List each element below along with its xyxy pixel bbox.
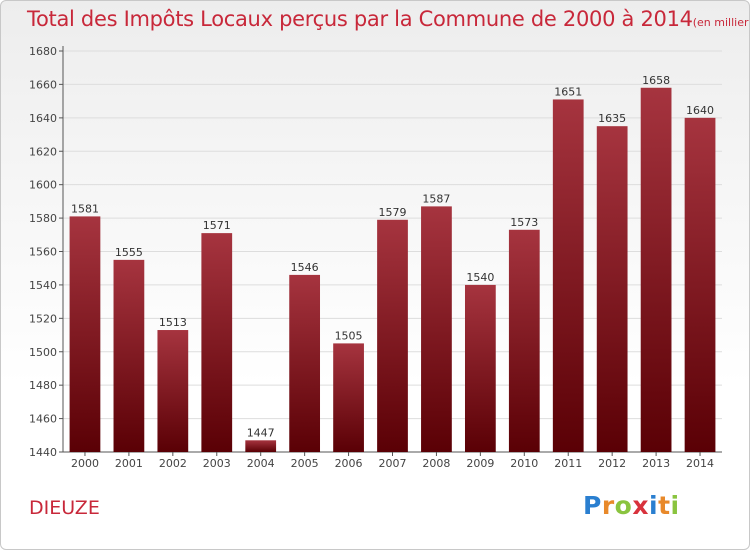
x-tick-label: 2009: [466, 457, 494, 470]
bar: [113, 259, 145, 452]
bar-value-label: 1555: [115, 246, 143, 259]
x-tick-labels: 2000 2001 2002 2003 2004 2005 2006 2007 2008 2009…: [71, 457, 714, 470]
x-tick-label: 2006: [335, 457, 363, 470]
bar-value-label: 1658: [642, 74, 670, 87]
y-tick-label: 1520: [29, 312, 57, 325]
bar-value-label: 1546: [291, 261, 319, 274]
y-tick-label: 1540: [29, 279, 57, 292]
y-tick-label: 1620: [29, 145, 57, 158]
bar-value-label: 1571: [203, 219, 231, 232]
bar-value-label: 1505: [335, 329, 363, 342]
y-tick-labels: 1440 1460 1480 1500 1520 1540 1560 1580 1600 1620…: [29, 45, 57, 459]
y-tick-label: 1580: [29, 212, 57, 225]
bar: [640, 87, 672, 452]
proxiti-logo: Proxiti: [583, 491, 680, 520]
x-tick-label: 2004: [247, 457, 275, 470]
x-tick-label: 2008: [422, 457, 450, 470]
x-tick-label: 2010: [510, 457, 538, 470]
bar-value-label: 1635: [598, 112, 626, 125]
bar-value-label: 1579: [379, 206, 407, 219]
logo-letter: i: [670, 491, 680, 520]
y-tick-label: 1600: [29, 179, 57, 192]
bar: [421, 206, 452, 452]
bar: [508, 229, 540, 452]
x-tick-label: 2000: [71, 457, 99, 470]
y-tick-label: 1440: [29, 446, 57, 459]
chart-title-unit: (en milliers d'€): [692, 16, 749, 29]
y-tick-label: 1640: [29, 112, 57, 125]
logo-letter: t: [658, 491, 671, 520]
bar: [69, 216, 101, 452]
x-tick-label: 2012: [598, 457, 626, 470]
logo-letter: i: [649, 491, 659, 520]
bar-value-label: 1581: [71, 202, 99, 215]
y-tick-label: 1680: [29, 45, 57, 58]
bar-value-label: 1513: [159, 316, 187, 329]
bar: [245, 440, 277, 452]
x-tick-label: 2001: [115, 457, 143, 470]
bar-value-label: 1640: [686, 104, 714, 117]
y-tick-label: 1500: [29, 346, 57, 359]
y-tick-label: 1480: [29, 379, 57, 392]
x-tick-label: 2007: [379, 457, 407, 470]
logo-letter: x: [632, 491, 649, 520]
logo-letter: o: [614, 491, 633, 520]
bar-value-label: 1651: [554, 85, 582, 98]
bar: [552, 99, 584, 453]
x-tick-label: 2003: [203, 457, 231, 470]
bars: [69, 87, 716, 453]
y-tick-label: 1460: [29, 413, 57, 426]
x-tick-label: 2005: [291, 457, 319, 470]
x-tick-label: 2002: [159, 457, 187, 470]
x-tick-label: 2011: [554, 457, 582, 470]
bar: [596, 126, 628, 452]
bar: [333, 343, 364, 452]
bar: [201, 233, 233, 452]
chart-title: Total des Impôts Locaux perçus par la Co…: [27, 7, 749, 31]
x-tick-label: 2014: [686, 457, 714, 470]
y-tick-label: 1560: [29, 246, 57, 259]
bar-value-label: 1587: [422, 192, 450, 205]
chart-title-text: Total des Impôts Locaux perçus par la Co…: [27, 7, 693, 31]
commune-name: DIEUZE: [29, 497, 100, 519]
value-labels: 1581 1555 1513 1571 1447 1546 1505 1579 1587 1540…: [71, 74, 714, 440]
bar: [684, 117, 716, 452]
logo-letter: r: [601, 491, 615, 520]
bar: [377, 219, 408, 452]
bar-value-label: 1540: [466, 271, 494, 284]
y-tick-label: 1660: [29, 78, 57, 91]
bar: [464, 284, 496, 452]
bar: [157, 330, 189, 452]
logo-letter: P: [583, 491, 602, 520]
bar: [289, 274, 321, 452]
x-tick-label: 2013: [642, 457, 670, 470]
bar-value-label: 1447: [247, 426, 275, 439]
bar-value-label: 1573: [510, 216, 538, 229]
